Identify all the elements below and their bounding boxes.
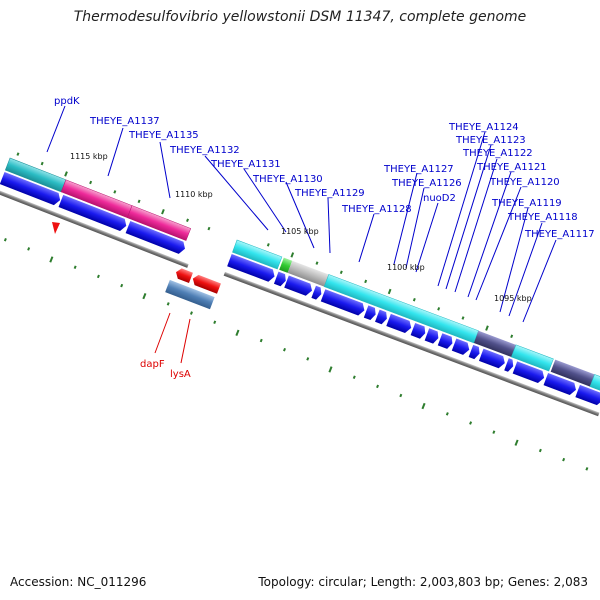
gene-label: THEYE_A1130 — [252, 174, 323, 185]
gene-arrow — [125, 221, 185, 254]
scale-label: 1115 kbp — [70, 152, 108, 161]
gene-label: THEYE_A1135 — [128, 130, 199, 141]
gene-label: THEYE_A1123 — [455, 135, 526, 146]
gene-arrow-reverse — [176, 268, 193, 284]
reverse-cluster — [165, 268, 221, 310]
gene-label: THEYE_A1128 — [341, 204, 412, 215]
gene-label: THEYE_A1124 — [448, 122, 519, 133]
gene-arrow — [58, 194, 127, 231]
gene-label: THEYE_A1120 — [489, 177, 560, 188]
cog-feature — [279, 257, 293, 273]
gene-label-ppdK: ppdK — [54, 96, 80, 107]
track-segment-right — [223, 239, 600, 417]
gene-label: THEYE_A1137 — [89, 116, 160, 127]
gene-label: THEYE_A1126 — [391, 178, 462, 189]
ruler-ticks-right — [266, 243, 514, 339]
gene-labels: ppdK THEYE_A1137 THEYE_A1135 THEYE_A1132… — [54, 96, 595, 240]
gene-label-lysA: lysA — [170, 369, 191, 380]
cog-feature — [127, 205, 192, 241]
gene-label-dapF: dapF — [140, 359, 165, 370]
scale-label: 1110 kbp — [175, 190, 213, 199]
topology-label: Topology: circular; Length: 2,003,803 bp… — [258, 575, 588, 589]
scale-labels: 1115 kbp 1110 kbp 1105 kbp 1100 kbp 1095… — [70, 152, 532, 303]
gene-label: THEYE_A1131 — [210, 159, 281, 170]
ruler-ticks-left — [16, 152, 211, 231]
origin-marker-icon — [52, 222, 60, 234]
outer-ruler — [3, 238, 589, 471]
cog-feature — [287, 260, 329, 287]
accession-label: Accession: NC_011296 — [10, 575, 147, 589]
scale-label: 1105 kbp — [281, 227, 319, 236]
gene-labels-reverse: dapF lysA — [140, 359, 191, 380]
backbone-left — [0, 189, 189, 268]
gene-label: THEYE_A1117 — [524, 229, 595, 240]
leader-lines — [46, 105, 557, 323]
gene-label: THEYE_A1122 — [462, 148, 533, 159]
track-segment-left — [0, 152, 211, 268]
backbone-right — [223, 271, 600, 417]
map-title: Thermodesulfovibrio yellowstonii DSM 113… — [73, 9, 527, 25]
gene-label: THEYE_A1119 — [491, 198, 562, 209]
gene-arrow-reverse — [192, 274, 221, 294]
scale-label: 1100 kbp — [387, 263, 425, 272]
cog-feature — [473, 330, 516, 358]
gene-label: THEYE_A1121 — [476, 162, 547, 173]
gene-label: THEYE_A1129 — [294, 188, 365, 199]
cog-feature — [550, 359, 595, 387]
gene-label: THEYE_A1127 — [383, 164, 454, 175]
cog-feature — [511, 344, 554, 372]
gene-label-nuoD2: nuoD2 — [423, 193, 456, 204]
gene-arrow — [0, 171, 61, 206]
cog-feature — [589, 374, 600, 409]
gene-label: THEYE_A1118 — [507, 212, 578, 223]
cog-feature — [165, 279, 215, 310]
leader-lines-red — [154, 312, 191, 364]
gene-label: THEYE_A1132 — [169, 145, 240, 156]
gene-arrows-right — [227, 254, 600, 406]
cog-feature — [232, 239, 283, 270]
scale-label: 1095 kbp — [494, 294, 532, 303]
